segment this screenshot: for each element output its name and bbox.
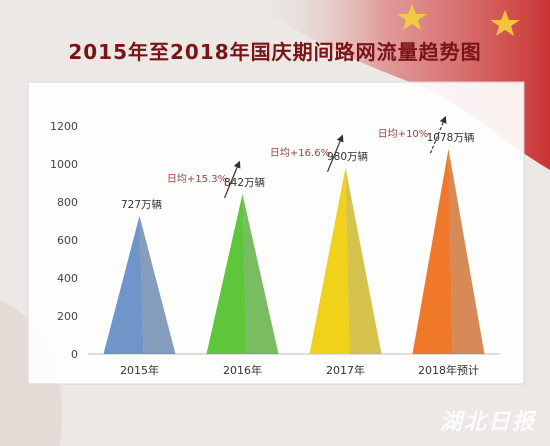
page-title: 2015年至2018年国庆期间路网流量趋势图 — [68, 40, 482, 64]
bar-shadow-face — [139, 215, 176, 354]
x-tick-label: 2016年 — [223, 363, 262, 377]
growth-arrow-icon — [429, 115, 447, 154]
data-label: 727万辆 — [121, 198, 162, 211]
bar-shadow-face — [345, 167, 382, 354]
y-tick-label: 1200 — [50, 120, 78, 133]
y-tick-label: 800 — [57, 196, 78, 209]
x-tick-label: 2015年 — [120, 363, 159, 377]
growth-arrow-icon — [223, 160, 241, 199]
bar — [412, 149, 453, 354]
bar-shading — [242, 194, 279, 354]
bar-shading — [448, 149, 485, 354]
watermark: 湖北日报 — [439, 410, 536, 435]
bar — [206, 194, 247, 354]
bar — [103, 215, 144, 354]
bar-shading — [345, 167, 382, 354]
bar-shadow-face — [448, 149, 485, 354]
y-tick-label: 400 — [57, 272, 78, 285]
y-tick-label: 0 — [71, 348, 78, 361]
growth-label: 日均+16.6% — [270, 147, 330, 159]
growth-label: 日均+15.3% — [167, 173, 227, 185]
x-tick-label: 2018年预计 — [418, 363, 479, 377]
data-label: 842万辆 — [224, 176, 265, 189]
data-label: 980万辆 — [327, 150, 368, 163]
bar-shadow-face — [242, 194, 279, 354]
growth-label: 日均+10% — [378, 128, 429, 140]
growth-arrow-icon — [326, 134, 344, 173]
y-tick-label: 1000 — [50, 158, 78, 171]
data-label: 1078万辆 — [427, 131, 475, 144]
bar — [309, 167, 350, 354]
y-tick-label: 200 — [57, 310, 78, 323]
star-icon — [397, 4, 520, 36]
bar-shading — [139, 215, 176, 354]
y-tick-label: 600 — [57, 234, 78, 247]
x-tick-label: 2017年 — [326, 363, 365, 377]
